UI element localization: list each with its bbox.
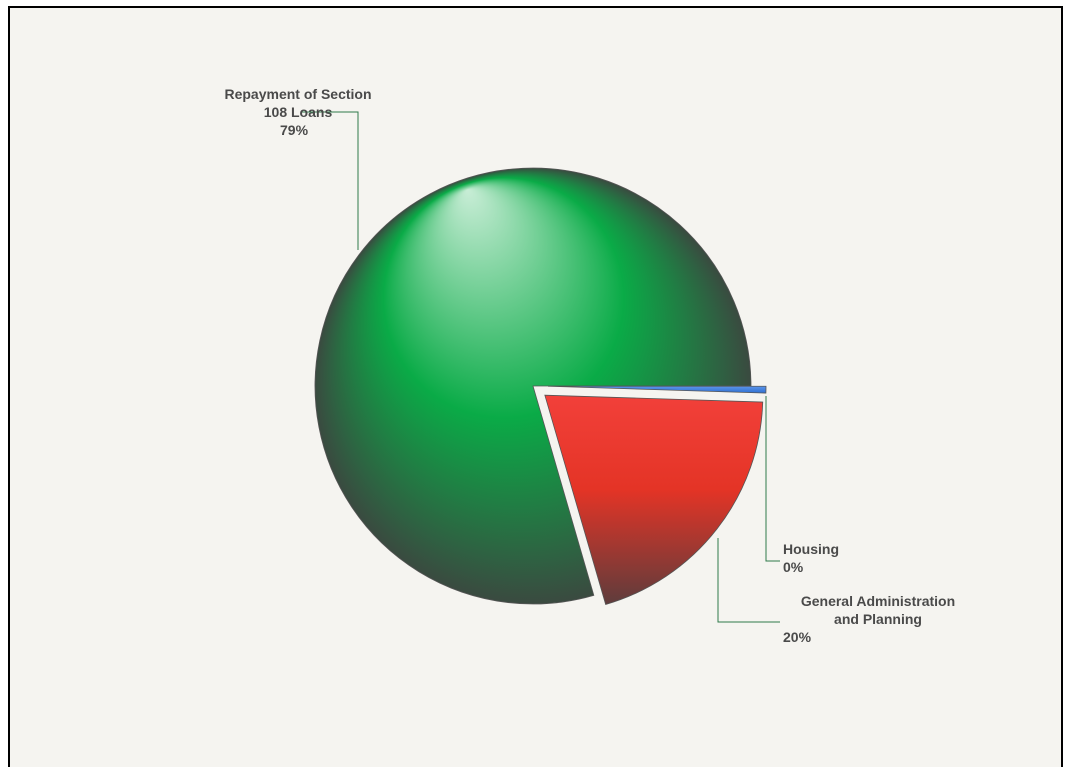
leader-line [302,111,359,250]
pie-slice-housing [547,385,767,394]
leader-line [717,538,780,623]
pie-slice-general-administration-and-planning [544,394,764,606]
slice-percent-label: 0% [783,559,804,575]
slice-label: and Planning [834,611,922,627]
slice-label: Housing [783,541,839,557]
pie-chart: Repayment of Section 108 Loans 79% Housing 0… [224,86,955,645]
leader-line [765,396,780,562]
slice-percent-label: 79% [280,122,309,138]
slice-label: General Administration [801,593,955,609]
slice-label: 108 Loans [264,104,333,120]
slice-label: Repayment of Section [224,86,371,102]
slice-percent-label: 20% [783,629,812,645]
chart-frame: Repayment of Section 108 Loans 79% Housing 0… [8,6,1063,767]
pie-slice-repayment-of-section-108-loans [314,167,752,605]
